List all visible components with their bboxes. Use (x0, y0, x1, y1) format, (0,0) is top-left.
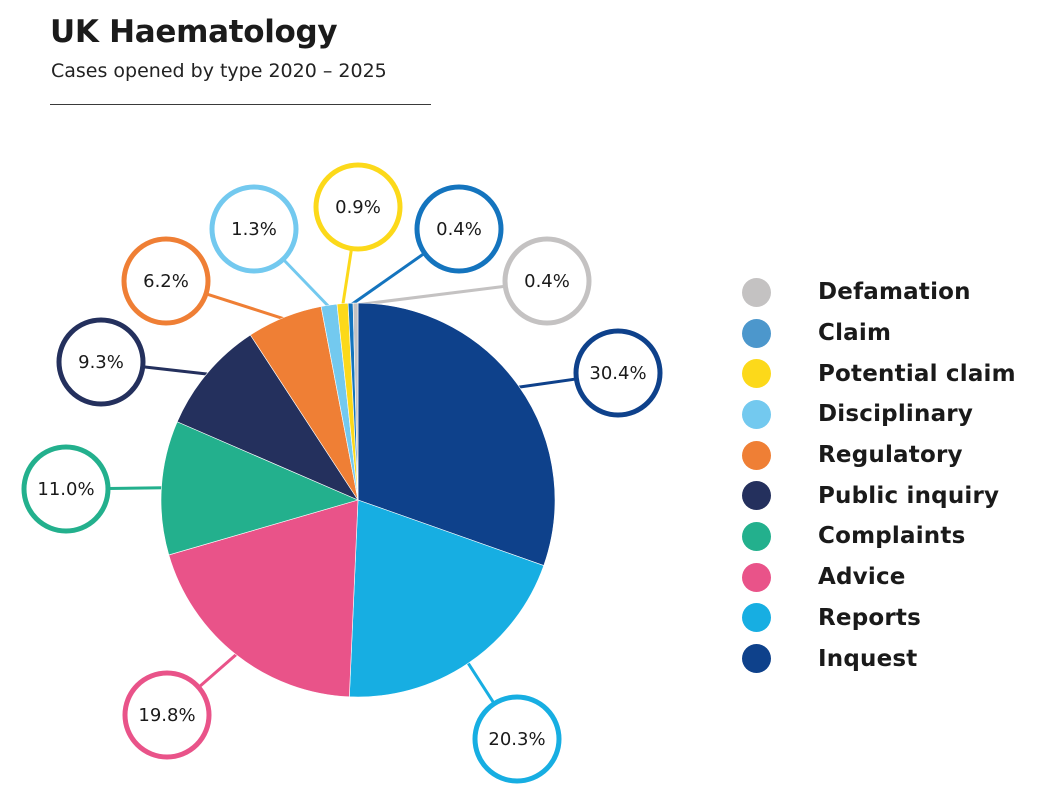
pie-slice-advice (168, 499, 359, 698)
data-label-regulatory: 6.2% (143, 271, 189, 292)
chart-title: UK Haematology (50, 14, 338, 50)
connector-defamation (355, 284, 506, 307)
legend-label-disciplinary: Disciplinary (818, 401, 974, 428)
legend-item-claim: Claim (742, 313, 1016, 354)
callout-connectors (107, 248, 577, 705)
pie-slices (160, 302, 556, 698)
connector-claim (349, 251, 426, 307)
legend-swatch-public-inquiry (742, 481, 771, 511)
pie-slice-defamation (352, 302, 359, 501)
data-label-potential-claim: 0.9% (335, 197, 381, 218)
connector-complaints (107, 486, 164, 490)
callout-circle-public-inquiry (56, 317, 146, 407)
legend-item-disciplinary: Disciplinary (742, 394, 1016, 435)
connector-disciplinary (282, 258, 331, 309)
connector-potential-claim (341, 248, 354, 306)
legend-swatch-disciplinary (742, 399, 771, 429)
data-label-public-inquiry: 9.3% (78, 352, 124, 373)
legend-swatch-advice (742, 562, 771, 592)
legend-swatch-complaints (742, 521, 771, 551)
connector-inquest (516, 377, 577, 389)
callout-circle-claim (414, 184, 504, 274)
legend-swatch-claim (742, 318, 771, 348)
legend-item-defamation: Defamation (742, 272, 1016, 313)
callout-circle-advice (122, 670, 212, 760)
data-label-reports: 20.3% (488, 729, 545, 750)
callout-circle-disciplinary (209, 184, 299, 274)
legend-label-potential-claim: Potential claim (818, 360, 1016, 387)
legend-item-complaints: Complaints (742, 516, 1016, 557)
legend: Defamation Claim Potential claim Disciplina… (742, 272, 1016, 679)
data-label-complaints: 11.0% (37, 479, 94, 500)
callout-circle-reports (472, 694, 562, 784)
legend-swatch-regulatory (742, 440, 771, 470)
callout-circle-regulatory (121, 236, 211, 326)
legend-label-inquest: Inquest (818, 645, 918, 672)
connector-reports (465, 660, 496, 705)
legend-swatch-potential-claim (742, 359, 771, 389)
legend-label-reports: Reports (818, 604, 922, 631)
pie-slice-inquest (357, 302, 556, 566)
connector-public-inquiry (142, 365, 210, 376)
legend-item-public-inquiry: Public inquiry (742, 475, 1016, 516)
legend-item-regulatory: Regulatory (742, 435, 1016, 476)
legend-swatch-defamation (742, 277, 771, 307)
legend-swatch-inquest (742, 644, 771, 674)
connector-regulatory (205, 292, 286, 321)
data-label-disciplinary: 1.3% (231, 219, 277, 240)
callout-circle-complaints (21, 444, 111, 534)
legend-item-reports: Reports (742, 598, 1016, 639)
legend-label-public-inquiry: Public inquiry (818, 482, 1000, 509)
legend-label-regulatory: Regulatory (818, 442, 963, 469)
chart-subtitle: Cases opened by type 2020 – 2025 (51, 60, 387, 82)
title-divider (50, 104, 431, 105)
legend-label-claim: Claim (818, 320, 892, 347)
legend-label-advice: Advice (818, 564, 906, 591)
connector-advice (197, 652, 239, 689)
callout-circle-defamation (502, 236, 592, 326)
legend-label-complaints: Complaints (818, 523, 966, 550)
legend-item-inquest: Inquest (742, 638, 1016, 679)
data-label-advice: 19.8% (138, 705, 195, 726)
legend-item-potential-claim: Potential claim (742, 353, 1016, 394)
callout-labels: 30.4% 20.3% 19.8% 11.0% 9.3% 6.2% 1.3% 0.9% 0.4%… (21, 162, 663, 784)
callout-circle-potential-claim (313, 162, 403, 252)
pie-slice-public-inquiry (176, 334, 359, 501)
data-label-inquest: 30.4% (589, 363, 646, 384)
legend-item-advice: Advice (742, 557, 1016, 598)
legend-label-defamation: Defamation (818, 279, 971, 306)
data-label-defamation: 0.4% (524, 271, 570, 292)
pie-slice-complaints (160, 421, 359, 556)
data-label-claim: 0.4% (436, 219, 482, 240)
legend-swatch-reports (742, 603, 771, 633)
callout-circle-inquest (573, 328, 663, 418)
pie-slice-reports (349, 499, 545, 698)
